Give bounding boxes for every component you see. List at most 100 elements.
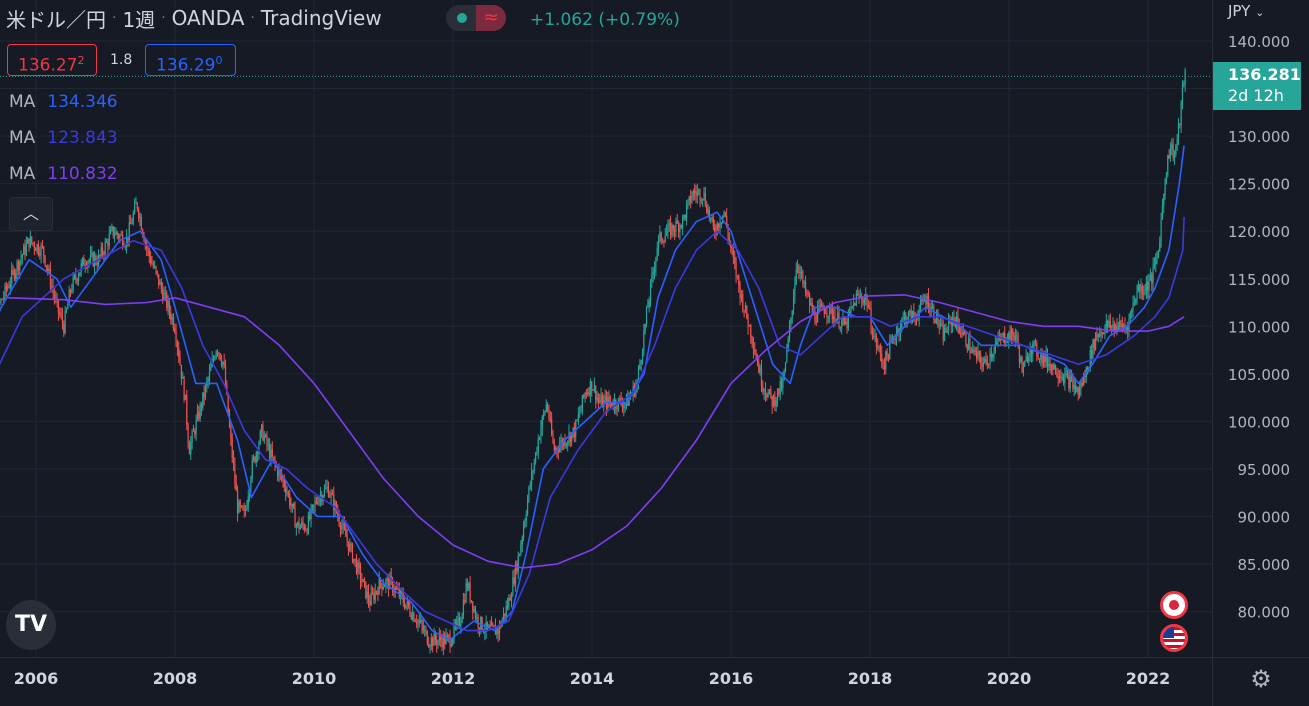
candle-body bbox=[1173, 154, 1176, 159]
candle-body bbox=[555, 447, 557, 451]
candle-body bbox=[476, 617, 478, 619]
candle-body bbox=[457, 617, 459, 621]
time-tick-label: 2006 bbox=[14, 669, 59, 688]
candle bbox=[140, 213, 142, 231]
candle bbox=[244, 505, 247, 517]
candle bbox=[544, 410, 546, 416]
candle bbox=[867, 299, 869, 309]
candle-body bbox=[420, 620, 422, 622]
candle-body bbox=[639, 364, 641, 370]
candle-body bbox=[881, 353, 883, 362]
ma-legend-3[interactable]: MA 110.832 bbox=[9, 164, 118, 184]
candle-body bbox=[1101, 331, 1103, 334]
candle-body bbox=[338, 516, 340, 525]
candle-body bbox=[698, 190, 700, 192]
symbol-title[interactable]: 米ドル／円 bbox=[6, 7, 106, 32]
candle-body bbox=[1081, 383, 1083, 386]
ma-legend-2[interactable]: MA 123.843 bbox=[9, 128, 118, 148]
candle-body bbox=[687, 200, 689, 206]
buy-price-button[interactable]: 136.290 bbox=[145, 44, 236, 76]
candle bbox=[651, 266, 653, 288]
candle bbox=[187, 422, 189, 449]
candle bbox=[262, 421, 264, 442]
candle-body bbox=[941, 323, 943, 326]
candle-body bbox=[39, 253, 41, 256]
collapse-legend-button[interactable]: ︿ bbox=[9, 197, 53, 231]
candle bbox=[780, 376, 783, 392]
japan-flag-icon[interactable] bbox=[1160, 591, 1188, 619]
candle-body bbox=[703, 192, 705, 199]
candle-body bbox=[942, 325, 944, 341]
candle bbox=[490, 616, 493, 627]
candle bbox=[81, 257, 84, 267]
candle bbox=[1149, 268, 1152, 281]
candle bbox=[355, 553, 358, 575]
candle-body bbox=[647, 306, 649, 308]
candle-body bbox=[422, 625, 424, 631]
candle bbox=[617, 397, 620, 412]
candle bbox=[680, 224, 682, 230]
candle-body bbox=[1049, 363, 1051, 371]
candle bbox=[446, 632, 448, 642]
candle-body bbox=[978, 351, 980, 355]
candle bbox=[1164, 177, 1166, 200]
candle-body bbox=[577, 414, 579, 420]
candle bbox=[159, 279, 161, 286]
candle bbox=[112, 225, 114, 239]
candle-body bbox=[311, 505, 313, 508]
candle-body bbox=[525, 514, 527, 522]
candle-body bbox=[1009, 332, 1011, 341]
candle-body bbox=[621, 403, 624, 409]
sell-price-button[interactable]: 136.272 bbox=[7, 44, 97, 76]
candle bbox=[1056, 367, 1058, 378]
price-axis-labels: 140.000135.000130.000125.000120.000115.0… bbox=[1228, 33, 1290, 622]
candle-body bbox=[442, 635, 444, 648]
candle bbox=[596, 390, 598, 404]
candle bbox=[186, 389, 188, 431]
ma-legend-1[interactable]: MA 134.346 bbox=[9, 92, 118, 112]
market-status-toggle[interactable]: ≈ bbox=[446, 5, 506, 31]
candle bbox=[794, 276, 796, 304]
bar-countdown: 2d 12h bbox=[1228, 86, 1284, 105]
candle bbox=[359, 562, 362, 590]
candle bbox=[418, 613, 420, 628]
currency-label: JPY bbox=[1228, 2, 1251, 20]
ma-value: 123.843 bbox=[47, 128, 118, 148]
candle bbox=[712, 214, 714, 231]
currency-selector[interactable]: JPY ⌄ bbox=[1228, 2, 1264, 20]
candle-body bbox=[99, 255, 101, 257]
candle bbox=[1084, 369, 1086, 384]
candle bbox=[218, 351, 220, 360]
candle-body bbox=[156, 270, 158, 275]
candle-body bbox=[970, 351, 972, 353]
candle-body bbox=[817, 308, 819, 323]
candle-body bbox=[1115, 325, 1117, 331]
candle-body bbox=[286, 492, 288, 494]
candle-body bbox=[1066, 373, 1069, 376]
candle bbox=[178, 341, 180, 363]
candle bbox=[1028, 353, 1030, 367]
candle-body bbox=[230, 426, 232, 439]
candle bbox=[71, 283, 73, 295]
candle-body bbox=[343, 523, 346, 529]
gear-icon[interactable]: ⚙ bbox=[1250, 665, 1272, 693]
candle bbox=[939, 317, 942, 330]
candle-body bbox=[208, 371, 211, 379]
candle bbox=[1018, 343, 1021, 369]
us-flag-icon[interactable] bbox=[1160, 624, 1188, 652]
tradingview-logo[interactable]: TV bbox=[6, 600, 56, 650]
candle bbox=[432, 636, 434, 653]
candle-body bbox=[105, 241, 108, 243]
candle-body bbox=[930, 307, 932, 312]
candle-body bbox=[1176, 138, 1178, 147]
candle-body bbox=[299, 526, 301, 530]
candle bbox=[429, 644, 431, 654]
candle-body bbox=[894, 338, 896, 340]
candle bbox=[68, 285, 70, 305]
candle-body bbox=[104, 242, 106, 255]
interval-label[interactable]: 1週 bbox=[122, 7, 156, 32]
candle-body bbox=[1089, 350, 1091, 368]
candle-body bbox=[9, 283, 11, 288]
candle bbox=[179, 350, 181, 366]
